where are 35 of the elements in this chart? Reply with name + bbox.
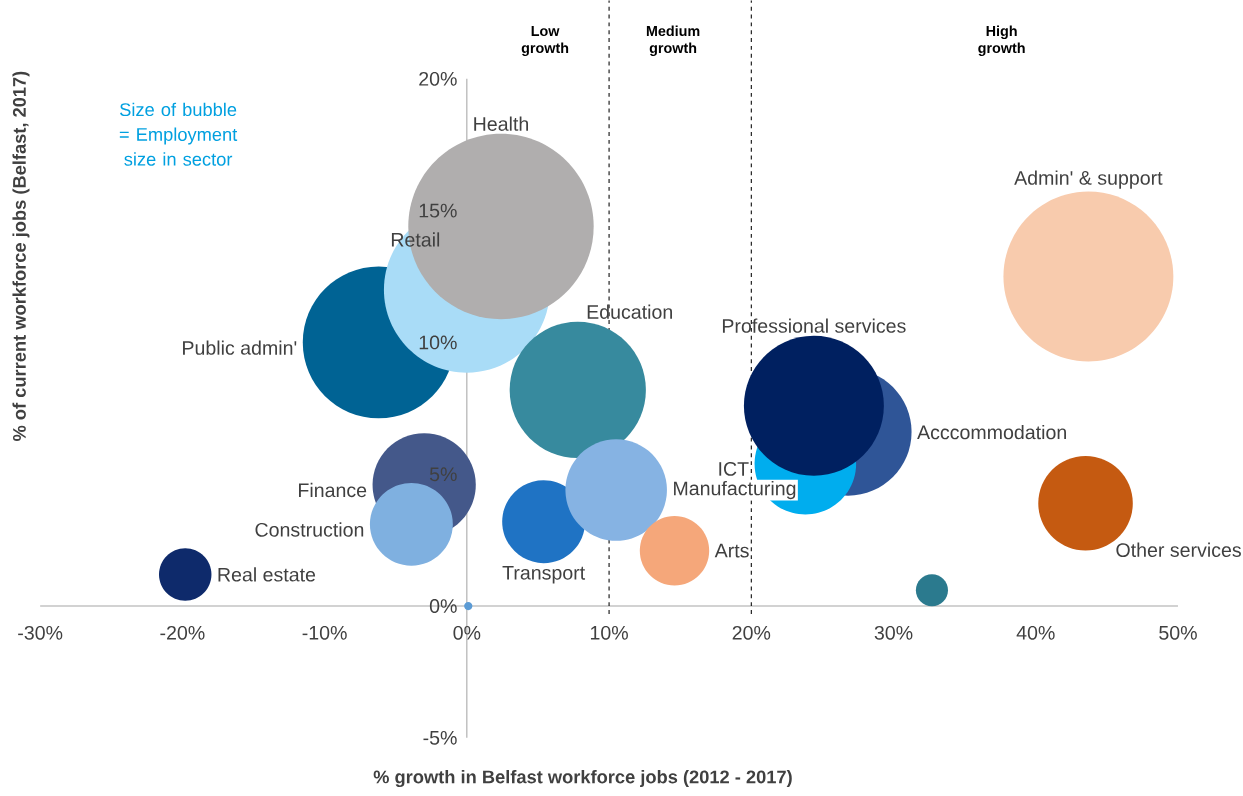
- series-label: Acccommodation: [917, 425, 1066, 440]
- y-tick-label: -5%: [423, 731, 457, 745]
- x-tick-label: 10%: [590, 626, 628, 640]
- x-tick-label: 40%: [1016, 626, 1055, 640]
- series-label: Health: [474, 116, 528, 132]
- series-label: Real estate: [218, 567, 316, 582]
- series-label: Other services: [1116, 542, 1241, 558]
- y-tick-label: 5%: [429, 467, 457, 482]
- series-label: Public admin': [183, 340, 297, 356]
- x-tick-label: 30%: [874, 626, 913, 640]
- series-label: Arts: [714, 544, 749, 558]
- annotation: Size of bubble = Employment size in sector: [119, 102, 238, 166]
- series-label: Finance: [299, 483, 367, 498]
- text: Low growth: [521, 26, 569, 57]
- x-tick-label: -30%: [18, 626, 63, 640]
- x-tick-label: 20%: [732, 626, 771, 640]
- y-axis-title: % of current workforce jobs (Belfast, 2017): [12, 71, 30, 442]
- x-tick-label: 0%: [453, 626, 481, 640]
- series-label: Transport: [502, 566, 586, 584]
- x-axis-title: % growth in Belfast workforce jobs (2012 - 2017): [373, 770, 792, 788]
- series-label: Admin' & support: [1014, 170, 1163, 189]
- text: High growth: [978, 25, 1025, 57]
- text: Medium growth: [646, 25, 700, 57]
- series-label: ICT: [719, 462, 749, 477]
- x-tick-label: -10%: [302, 626, 347, 640]
- series-label: Education: [587, 304, 672, 320]
- series-label: Manufacturing: [674, 481, 796, 500]
- y-tick-label: 20%: [419, 72, 457, 86]
- series-label: Construction: [255, 522, 364, 537]
- series-label: Professional services: [722, 318, 906, 334]
- y-tick-label: 15%: [419, 203, 457, 218]
- x-tick-label: 50%: [1159, 626, 1197, 640]
- x-tick-label: -20%: [160, 626, 205, 640]
- y-tick-label: 10%: [419, 335, 457, 350]
- y-tick-label: 0%: [429, 599, 457, 614]
